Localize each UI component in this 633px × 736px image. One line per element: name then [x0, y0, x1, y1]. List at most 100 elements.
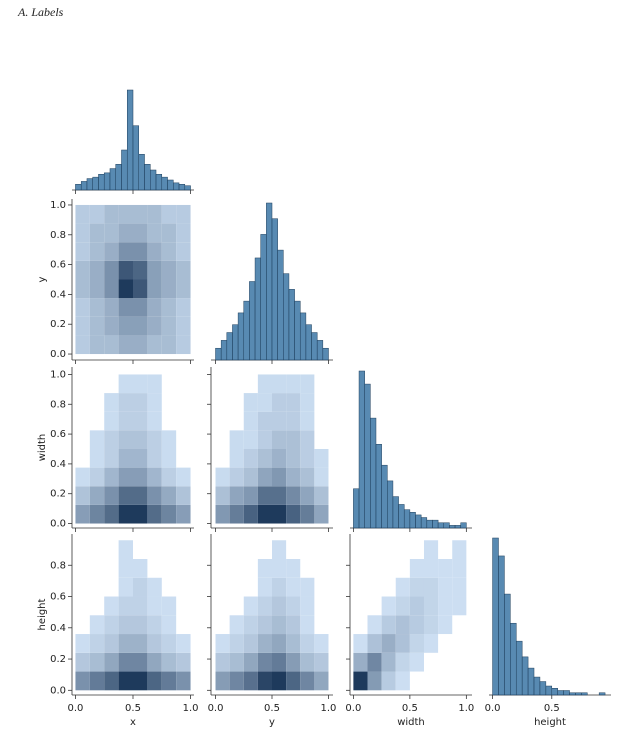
hist-bar	[155, 174, 163, 191]
hist2d-cell	[272, 596, 287, 616]
hist2d-cell	[118, 671, 133, 691]
hist2d-cell	[104, 335, 119, 355]
hist-bar	[557, 690, 564, 696]
hist2d-cell	[272, 393, 287, 412]
hist2d-cell	[286, 652, 301, 672]
hist2d-cell	[272, 486, 287, 505]
x-tick-label: 0.5	[544, 703, 560, 714]
x-tick-label: 0.0	[485, 703, 501, 714]
figure-title: A. Labels	[17, 5, 64, 19]
hist2d-cell	[118, 577, 133, 597]
hist2d-cell	[286, 374, 301, 394]
hist2d-cell	[272, 374, 287, 394]
hist-bar	[184, 185, 191, 191]
hist-bar	[545, 685, 553, 696]
hist2d-cell	[161, 316, 177, 336]
hist2d-cell	[104, 596, 119, 616]
hist2d-cell	[395, 652, 410, 672]
hist2d-cell	[133, 559, 148, 578]
hist2d-cell	[257, 577, 272, 597]
hist-bar	[167, 179, 174, 191]
hist2d-cell	[89, 448, 105, 468]
hist2d-cell	[147, 504, 162, 524]
hist-bar	[460, 522, 467, 529]
hist2d-cell	[176, 316, 191, 336]
y-tick-label: 0.8	[50, 230, 66, 241]
hist2d-cell	[257, 486, 272, 505]
hist2d-cell	[147, 298, 162, 317]
hist2d-cell	[409, 559, 424, 578]
y-tick-label: 0.4	[50, 289, 66, 300]
hist2d-cell	[161, 279, 177, 299]
hist-bar	[492, 537, 499, 696]
hist-bar	[443, 522, 450, 529]
hist2d-cell	[243, 671, 258, 691]
hist2d-cell	[118, 411, 133, 431]
hist2d-cell	[133, 374, 148, 394]
hist2d-cell	[367, 652, 382, 672]
hist2d-cell	[243, 430, 258, 449]
hist2d-cell	[314, 448, 329, 468]
hist2d-cell	[257, 652, 272, 672]
hist2d-cell	[147, 335, 162, 355]
hist2d-cell	[118, 486, 133, 505]
hist-bar	[226, 332, 233, 361]
hist2d-cell	[367, 634, 382, 653]
hist-bar	[515, 640, 523, 696]
hist2d-cell	[229, 448, 244, 468]
hist2d-cell	[104, 393, 119, 412]
hist2d-cell	[286, 448, 301, 468]
hist2d-cell	[161, 671, 177, 691]
hist-bar	[132, 125, 140, 191]
hist2d-cell	[161, 430, 177, 449]
hist2d-cell	[147, 596, 162, 616]
hist-bar	[569, 692, 576, 696]
hist2d-cell	[89, 652, 105, 672]
hist2d-cell	[353, 671, 368, 691]
hist2d-cell	[118, 335, 133, 355]
hist-bar	[322, 347, 329, 361]
hist2d-cell	[257, 504, 272, 524]
hist2d-cell	[147, 411, 162, 431]
hist2d-cell	[423, 596, 439, 616]
hist2d-cell	[215, 671, 230, 691]
hist2d-cell	[257, 596, 272, 616]
hist-bar	[75, 184, 82, 191]
y-tick-label: 0.8	[50, 560, 66, 571]
hist2d-cell	[272, 467, 287, 487]
hist2d-cell	[353, 652, 368, 672]
hist2d-cell	[176, 260, 191, 280]
hist2d-cell	[161, 504, 177, 524]
hist2d-cell	[104, 242, 119, 261]
hist2d-cell	[409, 652, 424, 672]
hist2d-cell	[272, 652, 287, 672]
hist2d-cell	[272, 577, 287, 597]
hist-bar	[551, 688, 558, 696]
hist2d-cell	[243, 448, 258, 468]
hist2d-cell	[133, 223, 148, 243]
hist-bar	[533, 676, 541, 696]
hist2d-cell	[300, 504, 315, 524]
hist2d-cell	[257, 634, 272, 653]
hist2d-cell	[133, 596, 148, 616]
hist-bar	[353, 488, 360, 529]
hist2d-cell	[118, 634, 133, 653]
y-tick-label: 0.2	[50, 489, 66, 500]
hist2d-cell	[147, 652, 162, 672]
hist2d-cell	[257, 411, 272, 431]
hist2d-cell	[300, 577, 315, 597]
x-tick-label: 1.0	[321, 703, 337, 714]
hist2d-cell	[147, 204, 162, 224]
hist2d-cell	[133, 652, 148, 672]
hist2d-cell	[118, 615, 133, 635]
hist2d-cell	[286, 486, 301, 505]
hist2d-cell	[147, 467, 162, 487]
hist2d-cell	[314, 504, 329, 524]
hist2d-cell	[161, 652, 177, 672]
hist-bar	[86, 178, 93, 191]
hist2d-cell	[176, 223, 191, 243]
hist-bar	[115, 164, 122, 191]
hist-bar	[432, 519, 439, 529]
hist2d-cell	[118, 242, 133, 261]
hist2d-cell	[147, 577, 162, 597]
